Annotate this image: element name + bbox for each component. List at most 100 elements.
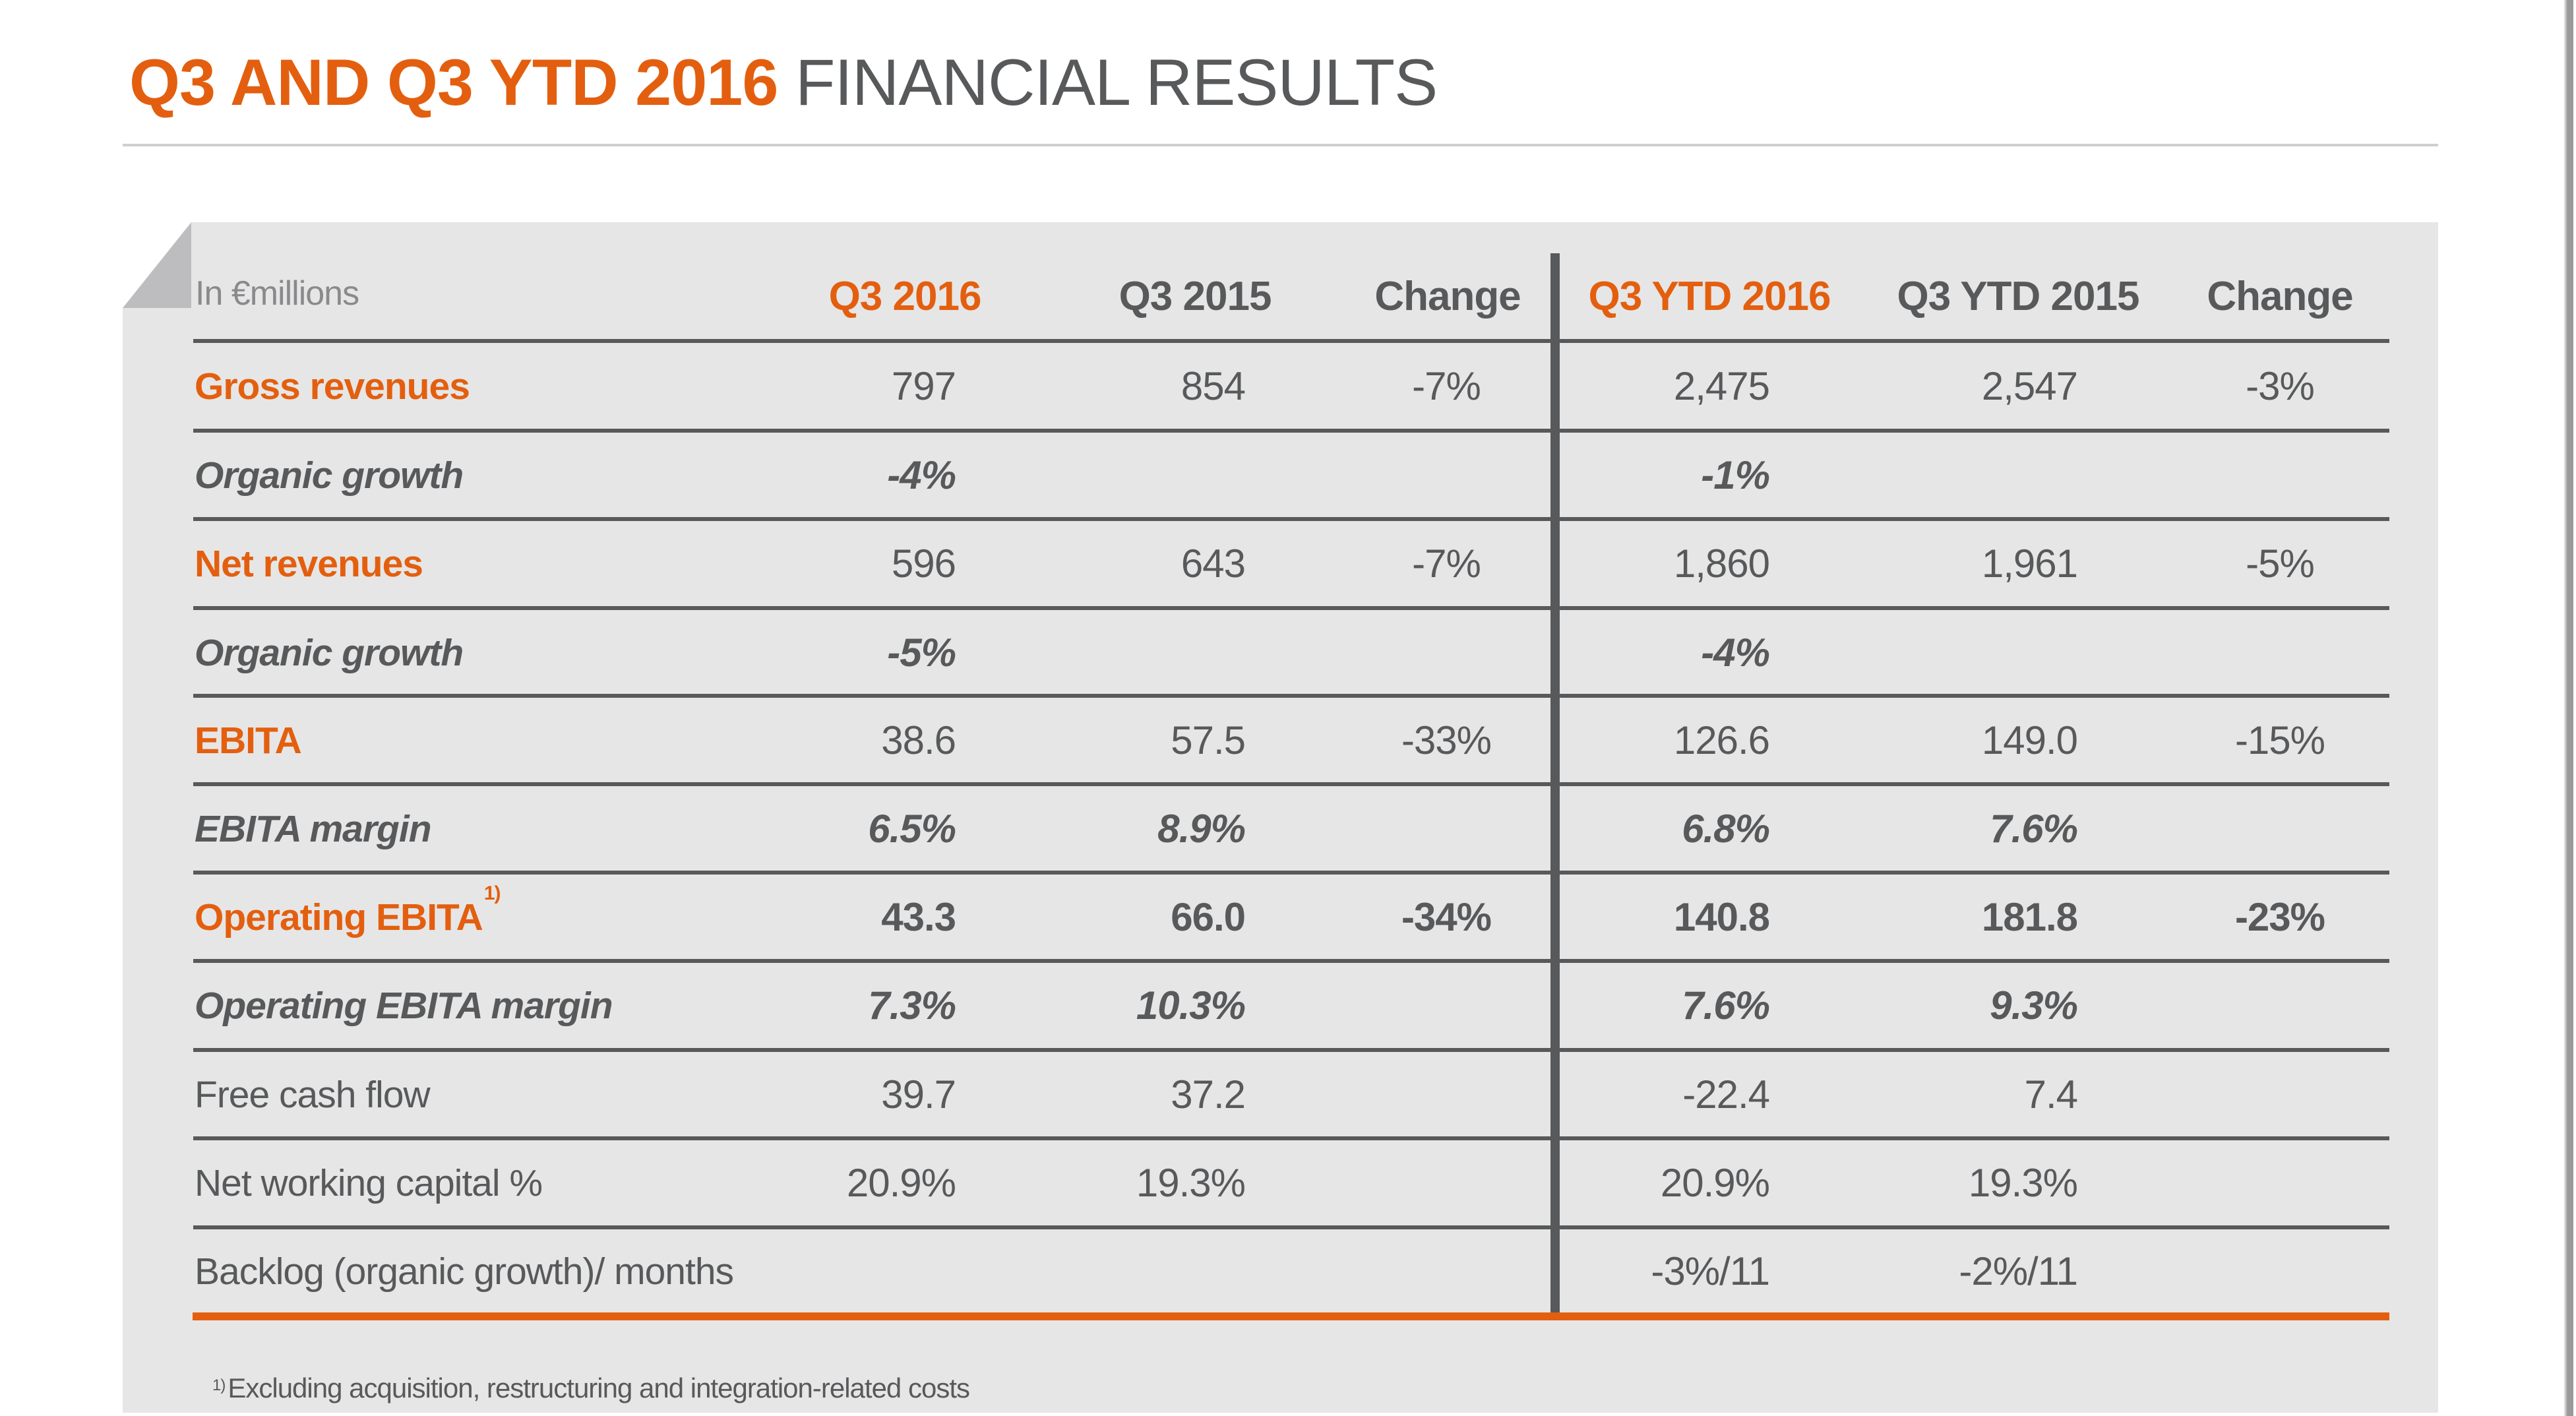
cell-q3-ytd-2016: -3%/11 <box>1651 1249 1770 1293</box>
cell-change-ytd <box>2181 611 2379 695</box>
cell-change-q3 <box>1347 1053 1545 1137</box>
header-divider <box>193 339 2389 343</box>
cell-q3-2016: 43.3 <box>881 895 956 939</box>
row-label: Organic growth <box>195 632 464 674</box>
footnote-text: Excluding acquisition, restructuring and… <box>228 1372 970 1403</box>
cell-q3-2016: 7.3% <box>868 983 956 1028</box>
column-header-q3-2015: Q3 2015 <box>1119 274 1272 319</box>
cell-change-ytd <box>2181 787 2379 871</box>
cell-q3-ytd-2015 <box>1880 611 2077 695</box>
page-title-rest: FINANCIAL RESULTS <box>795 46 1438 119</box>
unit-label: In €millions <box>195 274 359 313</box>
table-row-backlog: Backlog (organic growth)/ months -3%/11 … <box>0 1229 2576 1314</box>
column-header-q3-2016: Q3 2016 <box>828 274 982 319</box>
title-divider <box>123 144 2438 146</box>
column-header-q3-ytd-2016: Q3 YTD 2016 <box>1588 274 1831 319</box>
row-divider <box>193 1225 2389 1229</box>
table-row-net-working-capital: Net working capital % 20.9% 19.3% 20.9% … <box>0 1141 2576 1225</box>
cell-change-q3 <box>1347 787 1545 871</box>
cell-q3-2016: -5% <box>887 631 956 675</box>
column-header-change-ytd: Change <box>2207 274 2353 319</box>
cell-q3-ytd-2016: -1% <box>1701 453 1770 497</box>
table-row-operating-ebita-margin: Operating EBITA margin 7.3% 10.3% 7.6% 9… <box>0 964 2576 1048</box>
cell-q3-ytd-2015: 1,961 <box>1981 541 2078 586</box>
row-divider <box>193 429 2389 433</box>
row-divider <box>193 1136 2389 1140</box>
cell-change-q3: -7% <box>1412 541 1481 586</box>
cell-q3-ytd-2015: 2,547 <box>1981 364 2078 408</box>
cell-q3-ytd-2015: 149.0 <box>1981 718 2078 762</box>
row-divider <box>193 871 2389 875</box>
cell-change-ytd: -3% <box>2246 364 2315 408</box>
cell-change-ytd <box>2181 1141 2379 1225</box>
cell-change-ytd: -15% <box>2234 718 2325 762</box>
table-row-ebita-margin: EBITA margin 6.5% 8.9% 6.8% 7.6% <box>0 787 2576 871</box>
row-label: EBITA <box>195 720 302 762</box>
row-label: Operating EBITA margin <box>195 985 613 1027</box>
cell-q3-ytd-2016: 126.6 <box>1673 718 1770 762</box>
cell-q3-ytd-2015 <box>1880 433 2077 518</box>
cell-q3-ytd-2016: 1,860 <box>1673 541 1770 586</box>
row-divider <box>193 782 2389 786</box>
cell-q3-ytd-2016: 2,475 <box>1673 364 1770 408</box>
row-label: Free cash flow <box>195 1074 431 1116</box>
table-row-free-cash-flow: Free cash flow 39.7 37.2 -22.4 7.4 <box>0 1053 2576 1137</box>
table-row-organic-growth-net: Organic growth -5% -4% <box>0 611 2576 695</box>
cell-change-ytd <box>2181 1053 2379 1137</box>
row-divider <box>193 1048 2389 1052</box>
cell-q3-2016: 6.5% <box>868 807 956 851</box>
folded-corner-decoration <box>123 222 191 308</box>
page-title: Q3 AND Q3 YTD 2016 FINANCIAL RESULTS <box>129 40 1438 125</box>
cell-change-ytd <box>2181 1229 2379 1314</box>
cell-q3-2016: 596 <box>891 541 956 586</box>
row-divider <box>193 959 2389 963</box>
cell-change-q3 <box>1347 1141 1545 1225</box>
row-label: Organic growth <box>195 454 464 497</box>
cell-q3-2016 <box>758 1229 956 1314</box>
row-label: Operating EBITA1) <box>195 875 501 960</box>
cell-q3-ytd-2016: -22.4 <box>1682 1072 1770 1117</box>
cell-q3-ytd-2015: 19.3% <box>1968 1161 2078 1205</box>
row-label: Net working capital % <box>195 1162 543 1204</box>
column-header-change-q3: Change <box>1374 274 1521 319</box>
column-header-q3-ytd-2015: Q3 YTD 2015 <box>1897 274 2140 319</box>
cell-q3-2015: 37.2 <box>1171 1072 1246 1117</box>
cell-q3-2016: 39.7 <box>881 1072 956 1117</box>
footnote-reference: 1) <box>483 882 501 904</box>
cell-q3-ytd-2016: 7.6% <box>1682 983 1770 1028</box>
cell-q3-ytd-2015: 181.8 <box>1981 895 2078 939</box>
page-title-accent: Q3 AND Q3 YTD 2016 <box>129 46 778 119</box>
cell-q3-2016: 38.6 <box>881 718 956 762</box>
cell-q3-ytd-2016: 140.8 <box>1673 895 1770 939</box>
table-bottom-rule <box>193 1312 2389 1320</box>
table-row-operating-ebita: Operating EBITA1) 43.3 66.0 -34% 140.8 1… <box>0 875 2576 960</box>
results-table-panel <box>123 222 2438 1413</box>
cell-q3-2016: 20.9% <box>846 1161 956 1205</box>
cell-q3-ytd-2015: 7.6% <box>1990 807 2078 851</box>
cell-change-ytd: -23% <box>2234 895 2325 939</box>
row-divider <box>193 694 2389 698</box>
vertical-scrollbar[interactable] <box>2564 0 2573 1416</box>
row-label: Net revenues <box>195 543 423 585</box>
cell-change-q3 <box>1347 433 1545 518</box>
footnote-marker: 1) <box>212 1376 226 1394</box>
cell-change-q3 <box>1347 964 1545 1048</box>
cell-change-q3 <box>1347 1229 1545 1314</box>
cell-q3-ytd-2015: 7.4 <box>2024 1072 2078 1117</box>
cell-q3-2016: -4% <box>887 453 956 497</box>
cell-change-q3: -34% <box>1401 895 1492 939</box>
cell-q3-2015: 854 <box>1181 364 1246 408</box>
cell-change-ytd: -5% <box>2246 541 2315 586</box>
cell-q3-ytd-2016: 20.9% <box>1660 1161 1770 1205</box>
cell-q3-ytd-2015: -2%/11 <box>1959 1249 2078 1293</box>
quarter-ytd-divider <box>1550 253 1560 1312</box>
table-row-net-revenues: Net revenues 596 643 -7% 1,860 1,961 -5% <box>0 522 2576 606</box>
cell-q3-2015: 8.9% <box>1157 807 1246 851</box>
cell-q3-2015: 10.3% <box>1136 983 1246 1028</box>
table-row-gross-revenues: Gross revenues 797 854 -7% 2,475 2,547 -… <box>0 344 2576 429</box>
cell-change-q3: -33% <box>1401 718 1492 762</box>
cell-change-ytd <box>2181 433 2379 518</box>
cell-q3-2015 <box>1047 433 1245 518</box>
cell-q3-2015 <box>1047 1229 1245 1314</box>
cell-q3-ytd-2015: 9.3% <box>1990 983 2078 1028</box>
